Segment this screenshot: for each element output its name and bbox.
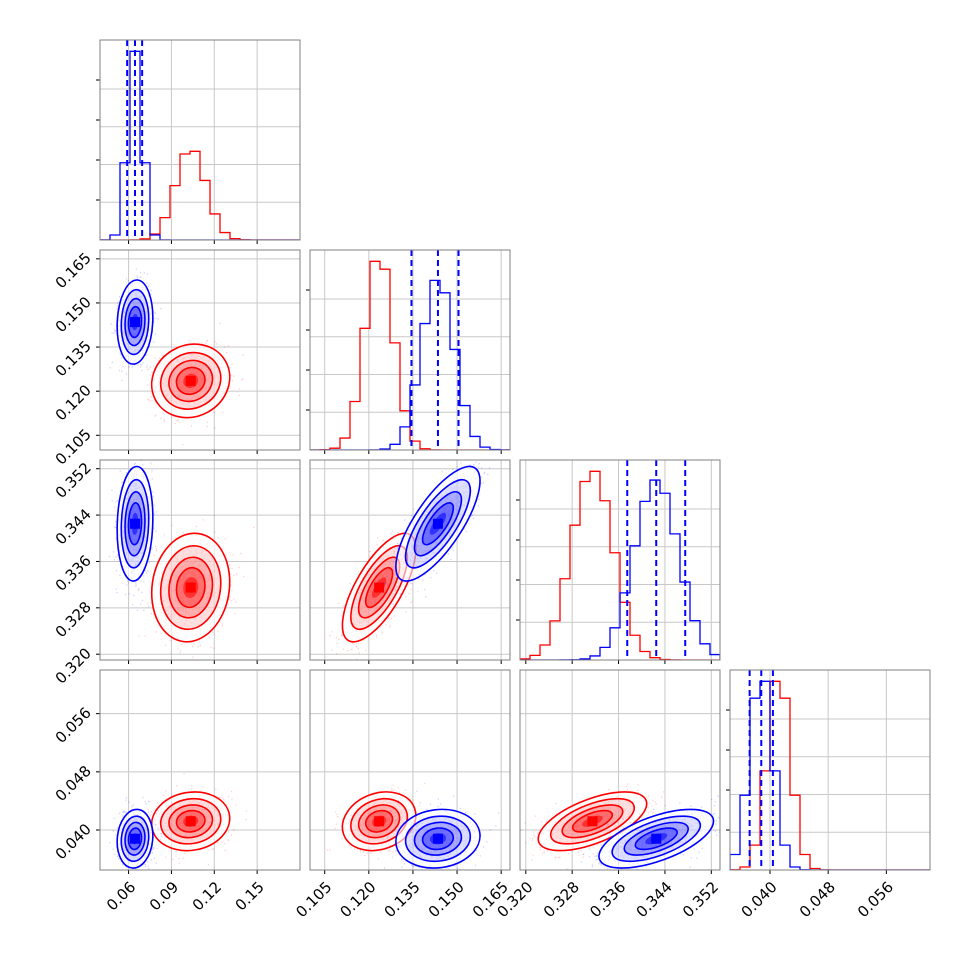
density-peak-0 bbox=[587, 816, 598, 827]
y-tick-label: 0.135 bbox=[52, 337, 95, 380]
density-peak-1 bbox=[130, 317, 140, 328]
panel-frame bbox=[99, 669, 301, 871]
x-tick-label: 0.040 bbox=[738, 878, 781, 921]
histogram-1 bbox=[100, 50, 300, 240]
panel-content bbox=[100, 250, 300, 450]
panel-frame bbox=[99, 39, 301, 241]
y-tick-label: 0.344 bbox=[52, 505, 95, 548]
density-peak-1 bbox=[651, 833, 662, 844]
panel-0-0 bbox=[96, 39, 301, 244]
panel-3-1: 0.105 0.120 0.135 0.150 0.165 bbox=[292, 669, 512, 921]
x-tick-label: 0.150 bbox=[425, 878, 468, 921]
x-tick-label: 0.344 bbox=[633, 878, 676, 921]
panel-content bbox=[310, 250, 510, 450]
panel-frame bbox=[309, 249, 511, 451]
contour-level-0-0 bbox=[150, 343, 231, 419]
contour-level-1-0 bbox=[395, 808, 481, 869]
histogram-0 bbox=[310, 260, 510, 450]
panel-3-2: 0.320 0.328 0.336 0.344 0.352 bbox=[493, 669, 722, 921]
y-tick-label: 0.328 bbox=[52, 598, 95, 641]
panel-frame bbox=[519, 459, 721, 661]
panel-frame bbox=[309, 459, 511, 661]
panel-2-1 bbox=[309, 459, 511, 664]
panel-content bbox=[100, 40, 300, 240]
histogram-1 bbox=[310, 279, 510, 450]
y-tick-label: 0.048 bbox=[52, 762, 95, 805]
contour-level-0-0 bbox=[150, 532, 231, 643]
panel-frame bbox=[309, 669, 511, 871]
density-peak-0 bbox=[374, 816, 385, 827]
y-tick-label: 0.056 bbox=[52, 704, 95, 747]
y-tick-label: 0.120 bbox=[52, 381, 95, 424]
x-tick-label: 0.105 bbox=[292, 878, 335, 921]
panel-frame bbox=[99, 249, 301, 451]
panel-frame bbox=[729, 669, 931, 871]
histogram-0 bbox=[730, 680, 930, 870]
panel-3-0: 0.040 0.048 0.056 0.06 0.09 0.12 0.15 bbox=[52, 669, 301, 914]
y-tick-label: 0.336 bbox=[52, 552, 95, 595]
panel-content bbox=[100, 460, 300, 660]
y-tick-label: 0.150 bbox=[52, 293, 95, 336]
panel-content bbox=[100, 670, 300, 870]
panel-content bbox=[310, 460, 510, 660]
x-tick-label: 0.09 bbox=[146, 878, 182, 914]
panel-content bbox=[310, 670, 510, 870]
panel-2-2 bbox=[516, 459, 721, 664]
panel-frame bbox=[519, 669, 721, 871]
x-tick-label: 0.06 bbox=[103, 878, 139, 914]
x-tick-label: 0.336 bbox=[586, 878, 629, 921]
density-peak-0 bbox=[185, 375, 196, 386]
contour-level-1-0 bbox=[116, 465, 154, 582]
y-tick-label: 0.352 bbox=[52, 459, 95, 502]
x-tick-label: 0.328 bbox=[540, 878, 583, 921]
panel-frame bbox=[99, 459, 301, 661]
x-tick-label: 0.15 bbox=[232, 878, 268, 914]
density-peak-0 bbox=[374, 582, 385, 593]
contour-level-0-0 bbox=[341, 791, 417, 852]
panel-content bbox=[520, 460, 720, 660]
contour-level-1-0 bbox=[598, 808, 715, 869]
y-tick-label: 0.320 bbox=[52, 644, 95, 687]
y-tick-label: 0.105 bbox=[52, 425, 95, 468]
x-tick-label: 0.12 bbox=[189, 878, 225, 914]
panel-content bbox=[520, 670, 720, 870]
y-tick-label: 0.040 bbox=[52, 820, 95, 863]
contour-level-1-0 bbox=[116, 808, 154, 869]
panel-1-1 bbox=[306, 249, 511, 454]
contour-level-1-0 bbox=[395, 465, 481, 582]
density-peak-1 bbox=[432, 518, 443, 529]
x-tick-label: 0.120 bbox=[336, 878, 379, 921]
density-peak-1 bbox=[130, 518, 140, 529]
density-peak-0 bbox=[185, 582, 196, 593]
contour-level-0-0 bbox=[537, 791, 648, 852]
x-tick-label: 0.135 bbox=[381, 878, 424, 921]
density-peak-1 bbox=[130, 833, 140, 844]
panel-3-3: 0.040 0.048 0.056 bbox=[726, 669, 931, 921]
contour-level-1-0 bbox=[116, 279, 154, 365]
density-peak-0 bbox=[185, 816, 196, 827]
x-tick-label: 0.352 bbox=[679, 878, 722, 921]
density-peak-1 bbox=[432, 833, 443, 844]
x-tick-label: 0.048 bbox=[796, 878, 839, 921]
panel-content bbox=[730, 670, 930, 870]
histogram-0 bbox=[520, 470, 720, 660]
y-tick-label: 0.165 bbox=[52, 249, 95, 292]
x-tick-label: 0.056 bbox=[854, 878, 897, 921]
